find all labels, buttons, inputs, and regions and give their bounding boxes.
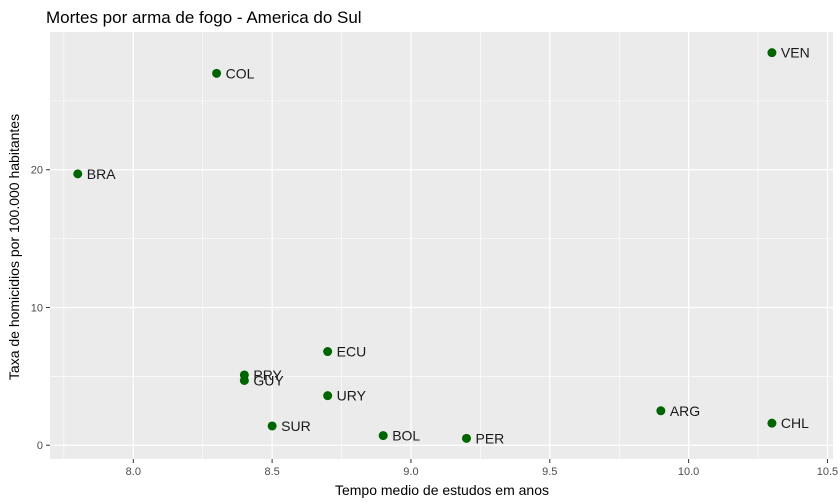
data-point [656, 406, 666, 416]
data-point [767, 48, 777, 58]
data-point [323, 391, 333, 401]
data-point [461, 433, 471, 443]
y-tick-label: 0 [37, 440, 43, 452]
chart-title: Mortes por arma de fogo - America do Sul [46, 8, 362, 27]
data-point-label: BOL [392, 428, 420, 444]
data-points [73, 48, 777, 443]
x-tick-label: 9.5 [542, 466, 557, 478]
y-axis-title: Taxa de homicidios por 100.000 habitante… [6, 114, 22, 380]
x-tick-label: 8.5 [264, 466, 279, 478]
data-point [212, 68, 222, 78]
y-tick-label: 10 [31, 302, 43, 314]
major-gridlines [50, 32, 833, 459]
plot-panel [50, 32, 833, 459]
x-tick-label: 10.5 [817, 466, 838, 478]
data-point-label: SUR [281, 418, 311, 434]
data-point-label: ARG [670, 403, 700, 419]
data-point [267, 421, 277, 431]
data-point-label: GUY [253, 372, 284, 388]
data-point-label: VEN [781, 45, 810, 61]
y-axis-ticks: 0 10 20 [31, 165, 50, 452]
data-point [323, 347, 333, 357]
data-point-label: COL [226, 65, 255, 81]
data-point [239, 375, 249, 385]
data-point-label: ECU [337, 344, 367, 360]
data-point-label: CHL [781, 415, 809, 431]
x-axis-title: Tempo medio de estudos em anos [335, 482, 549, 498]
data-point-label: URY [337, 388, 367, 404]
y-tick-label: 20 [31, 165, 43, 177]
data-point-label: PER [475, 430, 504, 446]
x-tick-label: 9.0 [403, 466, 418, 478]
x-tick-label: 10.0 [678, 466, 699, 478]
data-point [767, 418, 777, 428]
x-tick-label: 8.0 [126, 466, 141, 478]
data-point-label: PRY [253, 367, 282, 383]
x-axis-ticks: 8.0 8.5 9.0 9.5 10.0 10.5 [126, 459, 838, 478]
minor-gridlines [50, 32, 833, 459]
data-point-label: BRA [87, 166, 116, 182]
data-point [378, 431, 388, 441]
data-point [73, 169, 83, 179]
